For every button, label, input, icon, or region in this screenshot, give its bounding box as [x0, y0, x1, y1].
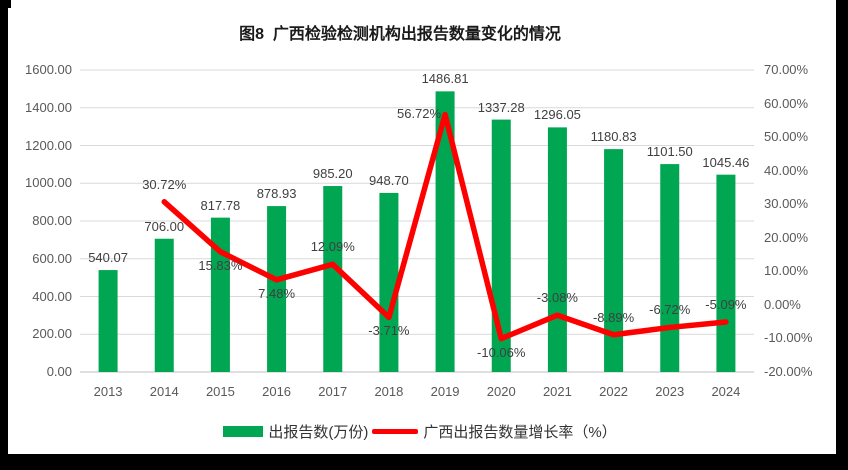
screenshot-black-edge-right — [836, 0, 848, 470]
x-axis-year-label: 2015 — [205, 384, 235, 399]
line-point-label: -3.71% — [368, 323, 410, 339]
line-point-label: 7.48% — [258, 285, 296, 301]
bar — [323, 186, 343, 372]
bar — [547, 127, 567, 372]
x-axis-year-label: 2018 — [374, 384, 404, 399]
x-axis-year-label: 2014 — [149, 384, 179, 399]
line-point-label: -5.09% — [705, 296, 747, 312]
bar — [435, 91, 455, 372]
bar-value-label: 817.78 — [200, 197, 241, 213]
y-axis-right-tick: 60.00% — [764, 95, 809, 111]
bar-value-label: 1296.05 — [533, 107, 581, 123]
line-point-label: 12.09% — [310, 239, 355, 255]
line-point-label: -10.06% — [477, 344, 526, 360]
legend-item-bar-series: 出报告数(万份) — [223, 421, 368, 442]
chart-title: 图8 广西检验检测机构出报告数量变化的情况 — [239, 26, 561, 43]
y-axis-left-tick: 1200.00 — [25, 137, 72, 153]
y-axis-right-tick: 10.00% — [764, 263, 809, 279]
bar-value-label: 1486.81 — [421, 71, 469, 87]
y-axis-left-tick: 600.00 — [32, 250, 72, 266]
growth-rate-line — [161, 111, 729, 342]
line-point-label: 30.72% — [142, 176, 187, 192]
x-axis-year-label: 2013 — [93, 384, 123, 399]
bar-value-label: 1101.50 — [646, 144, 693, 160]
bar — [98, 270, 118, 372]
y-axis-left-tick: 800.00 — [32, 213, 72, 228]
y-axis-left-tick: 1000.00 — [25, 175, 72, 191]
y-axis-right-tick: 40.00% — [764, 162, 809, 178]
y-axis-right-tick: 20.00% — [764, 229, 809, 245]
legend-line-series-label: 广西出报告数量增长率（%） — [423, 424, 617, 441]
y-axis-right-tick: 70.00% — [764, 62, 809, 77]
line-point-label: -8.89% — [592, 309, 635, 325]
y-axis-left-tick: 200.00 — [32, 326, 72, 342]
bar — [267, 206, 287, 372]
bar — [716, 174, 736, 372]
bar — [660, 164, 680, 372]
y-axis-right-tick: 0.00% — [764, 296, 801, 312]
legend-bar-series-label: 出报告数(万份) — [268, 424, 369, 441]
y-axis-left-tick: 1400.00 — [25, 99, 72, 115]
bar-value-label: 1337.28 — [477, 99, 525, 115]
x-axis-year-label: 2020 — [486, 384, 516, 399]
bar-series-swatch-icon — [223, 426, 264, 437]
y-axis-left-tick: 1600.00 — [25, 62, 72, 77]
x-axis-year-label: 2022 — [599, 384, 629, 399]
line-point-label: -6.72% — [649, 302, 691, 318]
x-axis-year-label: 2024 — [711, 384, 741, 399]
bar — [154, 238, 174, 372]
bar-value-label: 948.70 — [369, 172, 409, 188]
bar-value-label: 540.07 — [88, 250, 128, 266]
bar — [210, 217, 230, 372]
y-axis-right-tick: -20.00% — [764, 364, 813, 379]
bar — [379, 192, 399, 372]
bar-value-label: 1180.83 — [590, 129, 637, 145]
x-axis-year-label: 2016 — [262, 384, 292, 399]
x-axis-year-label: 2021 — [542, 384, 572, 399]
x-axis-year-label: 2023 — [655, 384, 685, 399]
line-point-label: -3.08% — [536, 290, 578, 306]
y-axis-right-tick: -10.00% — [764, 330, 813, 346]
bar-value-label: 1045.46 — [702, 154, 750, 170]
line-series-swatch-icon — [372, 429, 419, 434]
bar — [604, 149, 624, 372]
y-axis-left-tick: 0.00 — [46, 364, 72, 379]
line-point-label: 56.72% — [396, 105, 442, 121]
screenshot-black-edge-corner — [0, 0, 11, 8]
screenshot-black-edge-left — [0, 0, 8, 470]
y-axis-right-tick: 30.00% — [764, 196, 809, 212]
x-axis-year-label: 2019 — [430, 384, 460, 399]
bar-value-label: 878.93 — [256, 186, 297, 202]
y-axis-right-tick: 50.00% — [764, 129, 809, 145]
y-axis-left-tick: 400.00 — [32, 288, 72, 304]
x-axis-year-label: 2017 — [318, 384, 348, 399]
bar-value-label: 985.20 — [312, 166, 353, 182]
line-point-label: 15.83% — [198, 257, 243, 273]
chart-legend: 出报告数(万份) 广西出报告数量增长率（%） — [0, 421, 840, 442]
bar-value-label: 706.00 — [144, 218, 185, 234]
screenshot-black-edge-bottom — [0, 454, 848, 470]
legend-item-line-series: 广西出报告数量增长率（%） — [372, 421, 617, 442]
